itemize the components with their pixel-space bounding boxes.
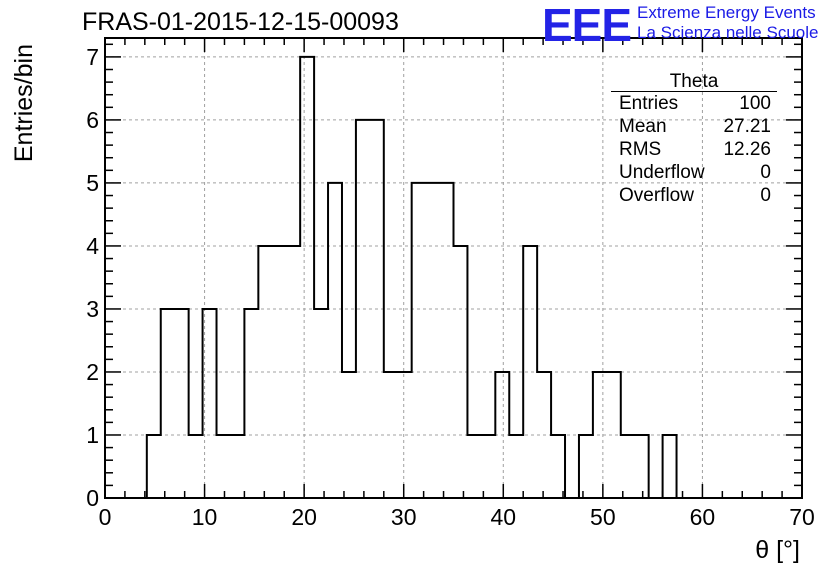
x-tick-label: 30 xyxy=(391,504,417,530)
histogram-bin xyxy=(481,435,495,498)
histogram-bin xyxy=(663,435,677,498)
x-tick-label: 70 xyxy=(789,504,815,530)
histogram-bin xyxy=(189,435,203,498)
histogram-bin xyxy=(412,183,426,498)
histogram-bin xyxy=(258,246,272,498)
histogram-bin xyxy=(579,435,593,498)
y-tick-labels: 0 1 2 3 4 5 6 7 xyxy=(86,44,99,511)
logo-line-1: Extreme Energy Events xyxy=(637,3,816,22)
x-tick-labels: 0 10 20 30 40 50 60 70 xyxy=(99,504,815,530)
stats-row-overflow: Overflow 0 xyxy=(611,184,777,207)
x-tick-label: 0 xyxy=(99,504,112,530)
y-tick-label: 6 xyxy=(86,107,99,133)
y-tick-label: 0 xyxy=(86,485,99,511)
histogram-bin xyxy=(607,372,621,498)
x-tick-label: 10 xyxy=(192,504,218,530)
x-tick-label: 50 xyxy=(590,504,616,530)
stats-row-entries: Entries 100 xyxy=(611,92,777,115)
x-tick-label: 20 xyxy=(291,504,317,530)
histogram-bin xyxy=(203,309,217,498)
histogram-bin xyxy=(147,435,161,498)
y-tick-label: 2 xyxy=(86,359,99,385)
stats-row-mean: Mean 27.21 xyxy=(611,115,777,138)
stats-label: Mean xyxy=(619,116,667,137)
histogram-bin xyxy=(621,435,635,498)
stats-value: 27.21 xyxy=(723,116,771,137)
y-tick-label: 3 xyxy=(86,296,99,322)
histogram-bin xyxy=(426,183,440,498)
y-tick-label: 5 xyxy=(86,170,99,196)
stats-label: RMS xyxy=(619,139,662,160)
y-tick-label: 1 xyxy=(86,422,99,448)
stats-row-underflow: Underflow 0 xyxy=(611,161,777,184)
histogram-bin xyxy=(551,435,565,498)
stats-label: Overflow xyxy=(619,185,694,206)
y-axis-label: Entries/bin xyxy=(10,44,38,162)
stats-label: Underflow xyxy=(619,162,705,183)
x-tick-label: 60 xyxy=(690,504,716,530)
histogram-bin xyxy=(314,309,328,498)
x-tick-label: 40 xyxy=(490,504,516,530)
histogram-bin xyxy=(328,183,342,498)
stats-value: 12.26 xyxy=(723,139,771,160)
eee-logo: EEE xyxy=(542,0,632,51)
histogram-bin xyxy=(244,309,258,498)
histogram-bin xyxy=(440,183,454,498)
histogram-bin xyxy=(509,435,523,498)
stats-value: 0 xyxy=(760,162,771,183)
stats-value: 0 xyxy=(760,185,771,206)
stats-title: Theta xyxy=(611,72,777,92)
x-axis-label: θ [°] xyxy=(755,536,800,564)
run-title: FRAS-01-2015-12-15-00093 xyxy=(82,8,399,36)
histogram-bin xyxy=(217,435,231,498)
histogram-bin xyxy=(230,435,244,498)
logo-caption: Extreme Energy Events La Scienza nelle S… xyxy=(637,3,818,43)
y-tick-label: 4 xyxy=(86,233,99,259)
logo-line-2: La Scienza nelle Scuole xyxy=(637,23,819,42)
stats-row-rms: RMS 12.26 xyxy=(611,138,777,161)
stats-box: Theta Entries 100 Mean 27.21 RMS 12.26 U… xyxy=(611,72,777,207)
histogram-bin xyxy=(467,435,481,498)
y-tick-label: 7 xyxy=(86,44,99,70)
stats-value: 100 xyxy=(739,93,771,114)
histogram-bin xyxy=(175,309,189,498)
plot-frame xyxy=(104,37,803,499)
histogram-bin xyxy=(635,435,649,498)
histogram-bin xyxy=(161,309,175,498)
stats-label: Entries xyxy=(619,93,679,114)
axis-ticks xyxy=(104,38,803,499)
histogram-bin xyxy=(300,57,314,498)
